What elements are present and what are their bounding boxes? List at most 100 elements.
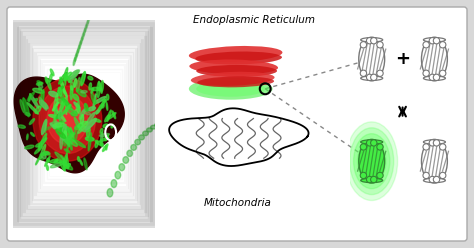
Ellipse shape xyxy=(85,137,94,141)
Ellipse shape xyxy=(107,188,113,197)
Ellipse shape xyxy=(361,38,383,42)
Ellipse shape xyxy=(49,74,52,82)
Ellipse shape xyxy=(45,77,48,83)
Ellipse shape xyxy=(78,157,80,161)
Ellipse shape xyxy=(105,135,108,141)
Ellipse shape xyxy=(63,125,73,134)
Ellipse shape xyxy=(170,122,176,124)
Circle shape xyxy=(371,37,377,44)
Ellipse shape xyxy=(76,89,86,97)
Ellipse shape xyxy=(40,155,43,160)
Ellipse shape xyxy=(53,102,58,111)
Ellipse shape xyxy=(86,20,89,28)
Ellipse shape xyxy=(74,102,80,108)
Ellipse shape xyxy=(60,135,69,144)
Ellipse shape xyxy=(135,139,140,145)
Ellipse shape xyxy=(74,126,78,141)
Circle shape xyxy=(433,140,440,146)
Ellipse shape xyxy=(93,0,96,7)
Ellipse shape xyxy=(91,87,100,91)
Ellipse shape xyxy=(84,24,87,32)
Ellipse shape xyxy=(60,135,63,149)
Ellipse shape xyxy=(359,37,385,81)
Ellipse shape xyxy=(151,125,156,129)
Ellipse shape xyxy=(84,103,88,111)
Ellipse shape xyxy=(64,89,67,97)
Ellipse shape xyxy=(102,144,108,152)
Ellipse shape xyxy=(354,134,390,189)
Ellipse shape xyxy=(97,82,100,98)
Ellipse shape xyxy=(101,104,104,108)
Ellipse shape xyxy=(25,145,34,149)
Ellipse shape xyxy=(111,180,117,187)
Ellipse shape xyxy=(62,161,73,170)
Ellipse shape xyxy=(64,129,70,147)
Ellipse shape xyxy=(54,124,58,129)
Ellipse shape xyxy=(101,143,103,147)
Ellipse shape xyxy=(20,99,25,113)
Ellipse shape xyxy=(27,134,28,140)
Ellipse shape xyxy=(45,127,51,130)
Circle shape xyxy=(377,144,383,150)
Ellipse shape xyxy=(79,41,82,49)
Ellipse shape xyxy=(100,128,103,134)
Circle shape xyxy=(423,172,429,179)
Ellipse shape xyxy=(38,88,41,90)
Ellipse shape xyxy=(54,94,58,111)
Ellipse shape xyxy=(66,164,70,168)
Ellipse shape xyxy=(64,74,71,83)
Ellipse shape xyxy=(88,76,93,80)
Ellipse shape xyxy=(73,94,79,100)
Ellipse shape xyxy=(90,8,93,15)
Ellipse shape xyxy=(83,111,91,115)
Ellipse shape xyxy=(36,82,43,85)
Ellipse shape xyxy=(34,98,37,102)
Ellipse shape xyxy=(174,123,180,124)
Ellipse shape xyxy=(70,82,73,90)
Ellipse shape xyxy=(99,81,102,93)
Ellipse shape xyxy=(84,158,87,170)
Ellipse shape xyxy=(191,72,274,86)
Ellipse shape xyxy=(50,123,55,129)
Ellipse shape xyxy=(79,109,86,119)
Ellipse shape xyxy=(63,126,67,140)
Circle shape xyxy=(377,172,383,179)
FancyBboxPatch shape xyxy=(7,7,467,241)
Ellipse shape xyxy=(64,131,66,138)
Ellipse shape xyxy=(66,134,70,153)
Ellipse shape xyxy=(63,158,66,165)
Ellipse shape xyxy=(88,107,95,111)
Ellipse shape xyxy=(61,155,64,160)
Ellipse shape xyxy=(102,99,107,102)
Ellipse shape xyxy=(27,92,35,101)
Ellipse shape xyxy=(36,157,40,165)
Ellipse shape xyxy=(127,150,133,156)
Ellipse shape xyxy=(41,153,46,159)
Ellipse shape xyxy=(40,152,48,156)
Circle shape xyxy=(433,176,440,183)
Ellipse shape xyxy=(74,53,77,61)
Ellipse shape xyxy=(58,87,62,96)
Circle shape xyxy=(439,144,446,150)
Circle shape xyxy=(423,70,429,76)
Ellipse shape xyxy=(81,72,85,86)
Ellipse shape xyxy=(56,129,65,138)
Ellipse shape xyxy=(105,115,109,122)
Ellipse shape xyxy=(74,117,81,131)
Polygon shape xyxy=(14,74,124,173)
Ellipse shape xyxy=(57,127,64,131)
Ellipse shape xyxy=(89,83,91,90)
Circle shape xyxy=(371,176,377,183)
Ellipse shape xyxy=(76,103,81,114)
Ellipse shape xyxy=(106,102,108,110)
Ellipse shape xyxy=(155,123,160,127)
Ellipse shape xyxy=(361,178,383,183)
Ellipse shape xyxy=(71,87,73,93)
Ellipse shape xyxy=(57,121,64,129)
Circle shape xyxy=(423,42,429,48)
Ellipse shape xyxy=(189,46,283,62)
Ellipse shape xyxy=(69,138,77,146)
Polygon shape xyxy=(169,108,309,166)
Ellipse shape xyxy=(111,124,113,128)
Circle shape xyxy=(366,140,373,146)
